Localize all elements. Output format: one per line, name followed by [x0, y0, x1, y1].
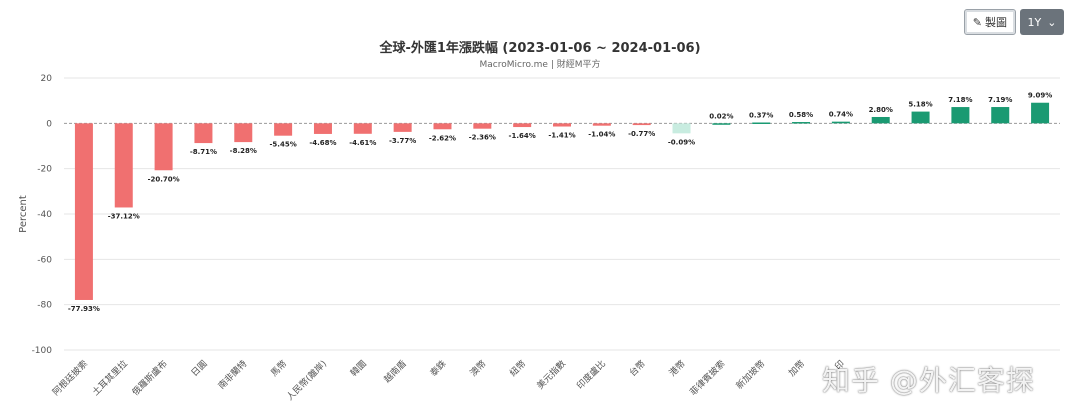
bar[interactable]	[712, 123, 731, 125]
x-tick-label: 人民幣(離岸)	[284, 358, 329, 403]
data-label: -1.64%	[509, 132, 536, 140]
data-label: -1.41%	[548, 132, 575, 140]
x-tick-label: 馬幣	[268, 358, 289, 379]
bar[interactable]	[393, 123, 412, 132]
chart-subtitle: MacroMicro.me | 財經M平方	[479, 60, 601, 70]
bar[interactable]	[473, 123, 492, 129]
y-tick-label: 0	[46, 119, 52, 129]
bar[interactable]	[632, 123, 651, 126]
bar[interactable]	[154, 123, 173, 171]
data-label: -0.77%	[628, 130, 655, 138]
data-label: 9.09%	[1028, 92, 1052, 100]
y-tick-label: -20	[37, 165, 52, 175]
data-label: -0.09%	[668, 138, 695, 146]
y-tick-label: -40	[37, 210, 52, 220]
bar[interactable]	[911, 111, 930, 124]
bar[interactable]	[433, 123, 452, 130]
y-tick-label: -80	[37, 301, 52, 311]
bar[interactable]	[274, 123, 293, 136]
data-label: -5.45%	[270, 141, 297, 149]
data-label: -4.61%	[349, 139, 376, 147]
range-select[interactable]: 1Y ⌄	[1020, 9, 1064, 35]
data-label: -8.28%	[230, 147, 257, 155]
chart-toolbar: ✎ 製圖 1Y ⌄	[963, 9, 1064, 35]
bar[interactable]	[553, 123, 571, 127]
x-tick-label: 港幣	[666, 358, 687, 379]
data-label: 0.58%	[789, 111, 813, 119]
bar[interactable]	[672, 123, 691, 134]
x-tick-label: 紐幣	[507, 358, 528, 379]
data-label: 0.37%	[749, 111, 773, 119]
bar[interactable]	[792, 122, 811, 124]
watermark: 知乎 @外汇客探	[822, 364, 1035, 397]
bar[interactable]	[74, 123, 93, 300]
data-label: -2.36%	[469, 134, 496, 142]
data-label: -37.12%	[108, 212, 140, 220]
draw-chart-label: 製圖	[985, 16, 1007, 29]
data-label: 5.18%	[908, 101, 932, 109]
x-tick-label: 菲律賓披索	[687, 358, 727, 398]
bar[interactable]	[592, 123, 611, 126]
data-label: 7.19%	[988, 96, 1012, 104]
x-tick-label: 阿根廷披索	[50, 358, 90, 398]
bar[interactable]	[752, 122, 771, 124]
y-tick-label: -100	[32, 346, 53, 356]
data-label: -2.62%	[429, 134, 456, 142]
x-tick-label: 土耳其里拉	[90, 358, 130, 398]
bar[interactable]	[353, 123, 372, 134]
x-tick-label: 南非蘭特	[215, 358, 249, 392]
data-label: 2.80%	[869, 106, 893, 114]
x-tick-label: 印度盧比	[574, 358, 608, 392]
data-label: 7.18%	[948, 96, 972, 104]
x-tick-label: 俄羅斯盧布	[129, 358, 169, 398]
bar[interactable]	[1031, 102, 1050, 124]
bar[interactable]	[114, 123, 133, 208]
y-tick-label: 20	[41, 74, 53, 84]
chart-title: 全球-外匯1年漲跌幅 (2023-01-06 ~ 2024-01-06)	[379, 41, 701, 56]
x-tick-label: 新加坡幣	[733, 358, 767, 392]
x-tick-label: 韓圜	[348, 358, 369, 379]
bar[interactable]	[831, 121, 850, 124]
bar[interactable]	[871, 116, 890, 124]
data-label: 0.02%	[709, 112, 733, 120]
chevron-down-icon: ⌄	[1047, 15, 1057, 29]
bar[interactable]	[513, 123, 532, 128]
y-tick-label: -60	[37, 255, 52, 265]
bar[interactable]	[951, 107, 970, 124]
data-label: -77.93%	[68, 305, 100, 313]
data-label: -8.71%	[190, 148, 217, 156]
bar[interactable]	[313, 123, 332, 134]
x-tick-label: 加幣	[786, 358, 807, 379]
x-tick-label: 美元指數	[534, 358, 568, 392]
range-label: 1Y	[1027, 15, 1042, 29]
pencil-icon: ✎	[972, 15, 982, 29]
x-tick-label: 泰銖	[427, 358, 448, 379]
x-tick-label: 越南盾	[381, 358, 409, 386]
data-label: -4.68%	[309, 139, 336, 147]
bar[interactable]	[991, 107, 1010, 124]
data-label: -20.70%	[148, 175, 180, 183]
data-label: -1.04%	[588, 131, 615, 139]
draw-chart-button[interactable]: ✎ 製圖	[963, 9, 1016, 35]
bar[interactable]	[234, 123, 253, 143]
data-label: 0.74%	[829, 111, 853, 119]
bar[interactable]	[194, 123, 213, 144]
x-tick-label: 台幣	[627, 358, 648, 379]
x-tick-label: 日圓	[189, 358, 210, 379]
x-tick-label: 澳幣	[467, 358, 488, 379]
y-axis-label: Percent	[18, 195, 29, 233]
data-label: -3.77%	[389, 137, 416, 145]
